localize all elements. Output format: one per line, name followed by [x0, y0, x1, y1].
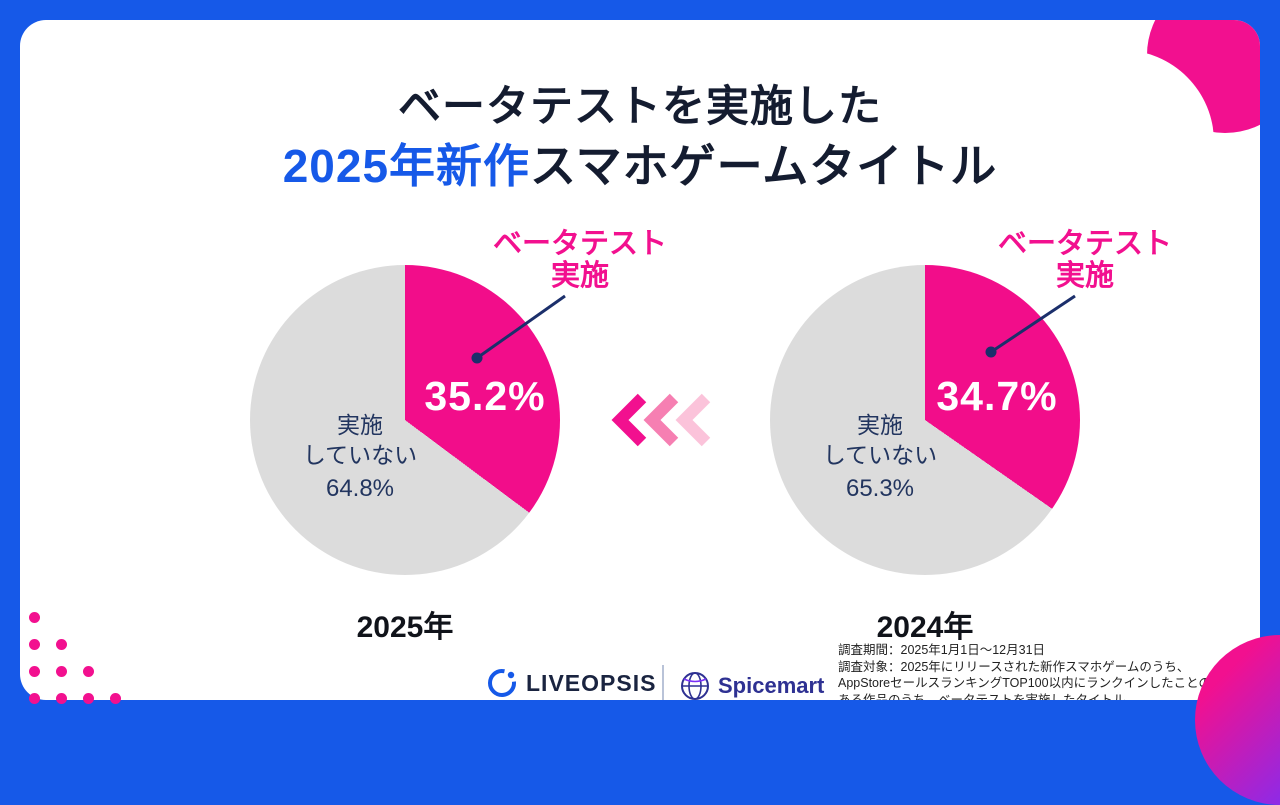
- pie-2024-not-implemented-label: 実施 していない 65.3%: [780, 410, 980, 504]
- spicemart-logo-text: Spicemart: [718, 673, 825, 698]
- pie-2025-callout-line1: ベータテスト: [492, 228, 667, 260]
- pie-2025-callout-line: [471, 294, 566, 364]
- title-line-1: ベータテストを実施した: [398, 83, 882, 131]
- pie-2024-callout-line1: ベータテスト: [997, 228, 1172, 260]
- title-highlight-year: 2025年新作: [282, 140, 531, 192]
- spicemart-globe-icon: [681, 672, 709, 700]
- survey-note-line: 調査対象：2025年にリリースされた新作スマホゲームのうち、: [838, 659, 1190, 674]
- pie-chart-2025: [250, 265, 560, 575]
- infographic-page: ベータテストを実施した 2025年新作スマホゲームタイトル 35.2% 実施 し…: [20, 20, 1280, 805]
- survey-notes: 調査期間：2025年1月1日〜12月31日 調査対象：2025年にリリースされた…: [838, 642, 1248, 700]
- pie-2025-not-implemented-percent: 64.8%: [325, 475, 395, 502]
- pie-2025-not-implemented-line2: していない: [302, 442, 418, 468]
- triple-chevron-left-icon: [611, 393, 711, 447]
- title-line2-rest: スマホゲームタイトル: [530, 140, 998, 192]
- pie-2025-not-implemented-line1: 実施: [337, 412, 383, 438]
- pie-2024-year-label: 2024年: [876, 611, 974, 644]
- pie-2025-year-label: 2025年: [356, 611, 454, 644]
- liveopsis-logo-text: LIVEOPSIS: [526, 669, 657, 696]
- pie-2024-not-implemented-line2: していない: [822, 442, 938, 468]
- page-title: ベータテストを実施した 2025年新作スマホゲームタイトル: [20, 78, 1260, 196]
- dots-pattern-decoration: [29, 612, 129, 712]
- pie-2025-callout-line2: 実施: [550, 260, 609, 292]
- pie-2025-callout-label: ベータテスト 実施: [475, 228, 685, 292]
- pie-2025-not-implemented-label: 実施 していない 64.8%: [260, 410, 460, 504]
- pie-2024-not-implemented-percent: 65.3%: [845, 475, 915, 502]
- pie-2024-not-implemented-line1: 実施: [857, 412, 903, 438]
- content-card: ベータテストを実施した 2025年新作スマホゲームタイトル 35.2% 実施 し…: [20, 20, 1260, 700]
- liveopsis-logo: LIVEOPSIS: [486, 667, 656, 699]
- survey-note-line: ある作品のうち、ベータテストを実施したタイトル: [838, 692, 1126, 701]
- pie-2025-implemented-percent: 35.2%: [424, 373, 546, 419]
- pie-2024-callout-line2: 実施: [1055, 260, 1114, 292]
- pie-chart-2024: [770, 265, 1080, 575]
- survey-note-line: AppStoreセールスランキングTOP100以内にランクインしたことの: [838, 676, 1211, 690]
- pie-2024-implemented-percent: 34.7%: [936, 373, 1058, 419]
- survey-note-line: 調査期間：2025年1月1日〜12月31日: [838, 643, 1046, 657]
- corner-decoration-top-right-icon: [1100, 20, 1260, 170]
- spicemart-logo: Spicemart: [678, 669, 824, 700]
- liveopsis-logo-icon: [488, 669, 516, 697]
- logo-separator: [662, 665, 664, 700]
- pie-2024-callout-line: [985, 294, 1076, 358]
- pie-2024-callout-label: ベータテスト 実施: [980, 228, 1190, 292]
- title-line-2: 2025年新作スマホゲームタイトル: [20, 136, 1260, 196]
